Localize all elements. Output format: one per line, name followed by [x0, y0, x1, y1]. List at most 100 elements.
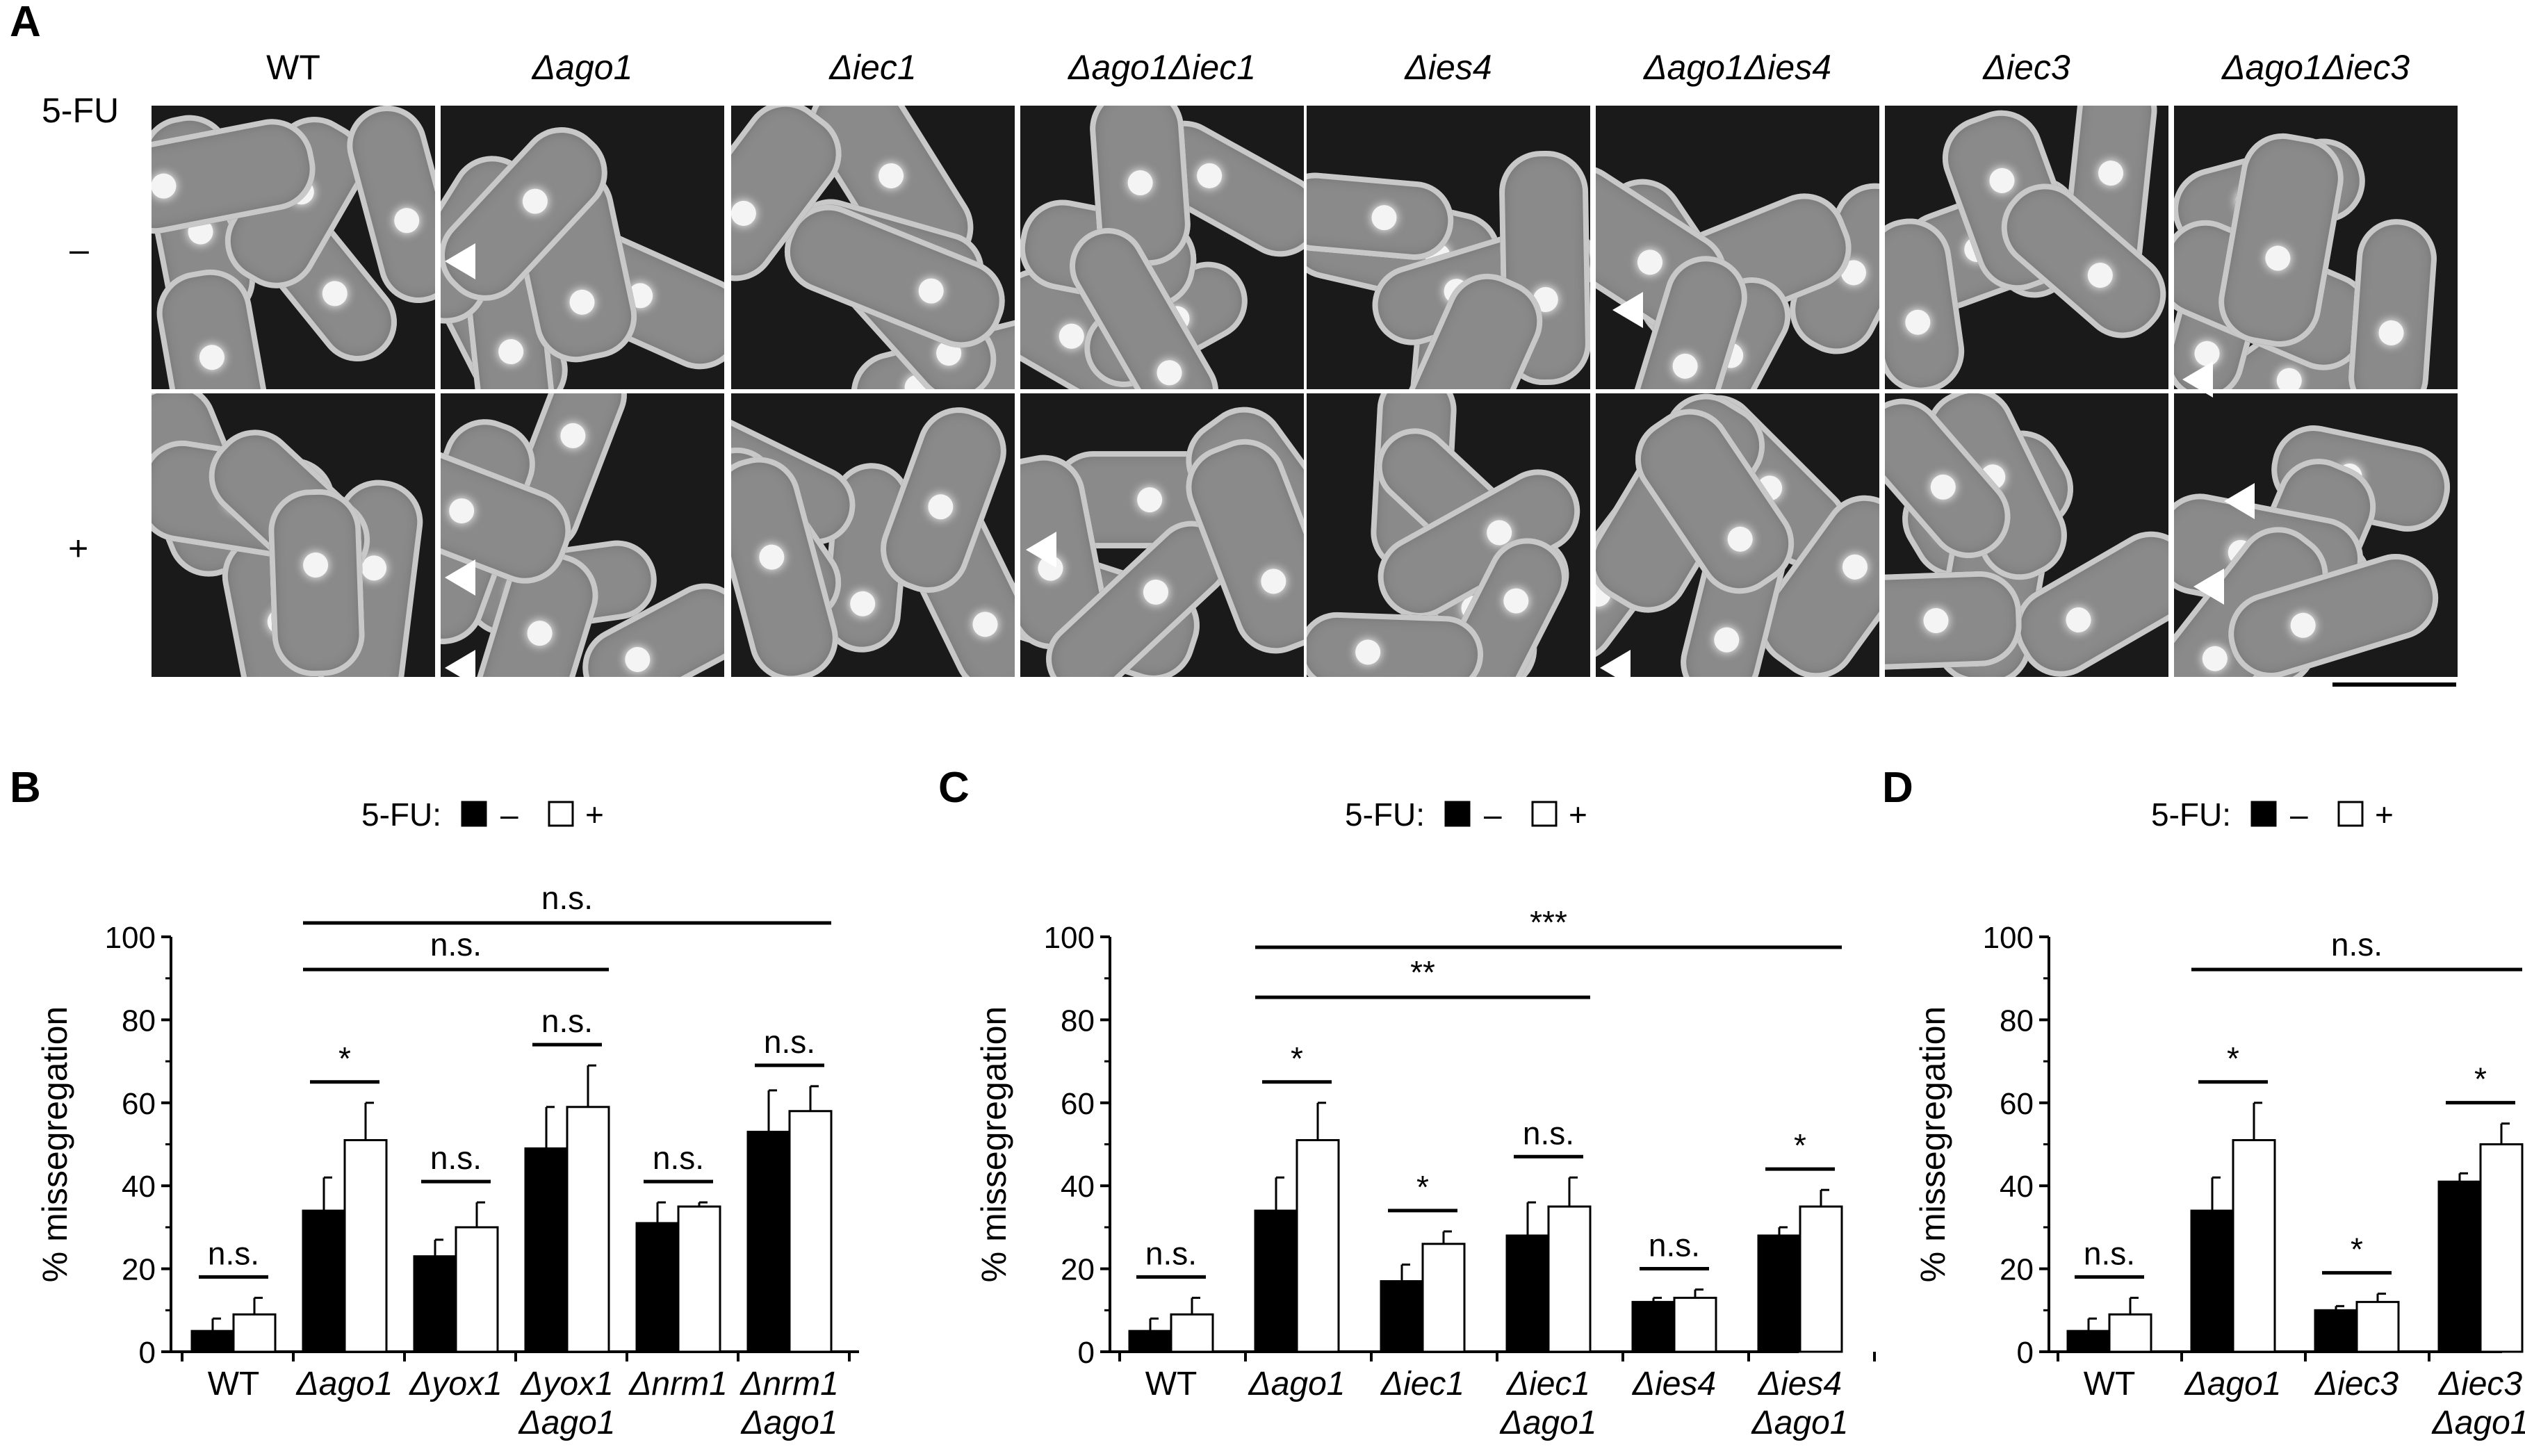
- bar-plus: [1170, 1313, 1214, 1353]
- legend-swatch-minus: [1444, 801, 1471, 827]
- category-label: Δies4: [1758, 1366, 1842, 1402]
- legend-label-plus: +: [585, 796, 604, 833]
- bar-minus: [1631, 1300, 1676, 1353]
- y-tick-label: 0: [1078, 1336, 1095, 1370]
- pair-significance-label: n.s.: [208, 1235, 259, 1271]
- scale-bar: [2332, 682, 2456, 687]
- micrograph-plus-4: [1020, 393, 1304, 677]
- micrograph-minus-6: [1596, 106, 1879, 389]
- y-axis-label: % missegregation: [974, 1006, 1013, 1282]
- category-label: Δnrm1: [628, 1366, 728, 1402]
- bar-minus: [302, 1209, 346, 1353]
- arrowhead-marker: [1026, 532, 1056, 568]
- column-label-8: Δago1Δiec3: [2221, 48, 2410, 87]
- category-label: Δyox1: [520, 1366, 614, 1402]
- y-tick-label: 20: [2000, 1253, 2034, 1287]
- legend-label-plus: +: [1569, 796, 1587, 833]
- arrowhead-marker: [445, 559, 475, 596]
- bar-minus: [1757, 1234, 1801, 1353]
- category-label: Δiec3: [2314, 1366, 2399, 1402]
- comparison-label: ***: [1530, 904, 1567, 940]
- category-label: Δago1: [518, 1405, 616, 1441]
- legend-swatch-minus: [461, 801, 487, 827]
- micrograph-plus-6: [1596, 393, 1879, 677]
- pair-significance-label: n.s.: [1649, 1227, 1700, 1263]
- bar-minus: [1380, 1280, 1424, 1353]
- legend-label-minus: –: [1484, 796, 1502, 833]
- y-axis-label: % missegregation: [1913, 1006, 1952, 1282]
- column-label-5: Δies4: [1405, 48, 1492, 87]
- y-tick-label: 80: [1061, 1004, 1095, 1038]
- panel-letter-d: D: [1882, 764, 1913, 812]
- y-tick-label: 20: [122, 1253, 156, 1287]
- legend-title: 5-FU:: [1345, 796, 1425, 833]
- pair-significance-label: n.s.: [541, 1003, 593, 1039]
- category-label: Δiec1: [1380, 1366, 1464, 1402]
- panel-letter-a: A: [10, 0, 41, 46]
- legend-swatch-plus: [1531, 801, 1558, 827]
- comparison-label: n.s.: [430, 926, 482, 963]
- bar-minus: [2190, 1209, 2234, 1353]
- category-label: Δago1: [1500, 1405, 1597, 1441]
- bar-minus: [2066, 1330, 2111, 1353]
- bar-plus: [2479, 1143, 2524, 1353]
- micrograph-minus-3: [731, 106, 1015, 389]
- category-label: Δiec1: [1506, 1366, 1590, 1402]
- legend-label-plus: +: [2375, 796, 2394, 833]
- pair-significance-label: n.s.: [653, 1140, 704, 1176]
- column-label-1: WT: [266, 48, 320, 87]
- arrowhead-marker: [1600, 650, 1631, 686]
- legend-swatch-plus: [548, 801, 574, 827]
- pair-significance-label: *: [1794, 1127, 1806, 1163]
- micrograph-plus-7: [1885, 393, 2168, 677]
- legend-label-minus: –: [500, 796, 518, 833]
- micrograph-minus-1: [152, 106, 435, 389]
- pair-significance-label: *: [2474, 1061, 2487, 1097]
- arrowhead-marker: [2224, 483, 2255, 519]
- bar-plus: [455, 1226, 499, 1353]
- bar-plus: [1673, 1296, 1717, 1353]
- category-label: Δago1: [1751, 1405, 1849, 1441]
- category-label: Δago1: [2432, 1405, 2525, 1441]
- y-tick-label: 0: [139, 1336, 156, 1370]
- panel-letter-b: B: [10, 764, 41, 812]
- y-tick-label: 60: [2000, 1087, 2034, 1121]
- bar-minus: [524, 1147, 569, 1353]
- bar-plus: [232, 1313, 277, 1353]
- pair-significance-label: *: [1416, 1169, 1429, 1205]
- y-tick-label: 80: [2000, 1004, 2034, 1038]
- bar-minus: [2314, 1309, 2358, 1353]
- bar-plus: [1296, 1139, 1340, 1353]
- legend-swatch-plus: [2337, 801, 2364, 827]
- arrowhead-marker: [445, 243, 475, 279]
- y-tick-label: 40: [1061, 1170, 1095, 1204]
- column-label-2: Δago1: [532, 48, 633, 87]
- bar-minus: [1254, 1209, 1298, 1353]
- bar-plus: [343, 1139, 388, 1353]
- micrograph-minus-7: [1885, 106, 2168, 389]
- y-tick-label: 20: [1061, 1253, 1095, 1287]
- pair-significance-label: n.s.: [1145, 1235, 1197, 1271]
- panel-letter-c: C: [938, 764, 970, 812]
- column-label-4: Δago1Δiec1: [1068, 48, 1257, 87]
- column-label-3: Δiec1: [829, 48, 917, 87]
- pair-significance-label: *: [2227, 1040, 2239, 1077]
- y-tick-label: 100: [1983, 921, 2034, 955]
- arrowhead-marker: [2182, 361, 2213, 398]
- category-label: WT: [1145, 1366, 1198, 1402]
- y-tick-label: 100: [1044, 921, 1095, 955]
- bar-minus: [190, 1330, 235, 1353]
- arrowhead-marker: [2193, 569, 2224, 605]
- micrograph-plus-2: [441, 393, 724, 677]
- y-tick-label: 0: [2017, 1336, 2034, 1370]
- pair-significance-label: n.s.: [2084, 1235, 2135, 1271]
- category-label: Δnrm1: [739, 1366, 839, 1402]
- arrowhead-marker: [445, 650, 475, 686]
- category-label: Δies4: [1632, 1366, 1716, 1402]
- micrograph-minus-8: [2174, 106, 2458, 389]
- legend-title: 5-FU:: [361, 796, 441, 833]
- y-axis-label: % missegregation: [35, 1006, 74, 1282]
- comparison-label: n.s.: [541, 880, 593, 916]
- comparison-label: **: [1410, 954, 1435, 990]
